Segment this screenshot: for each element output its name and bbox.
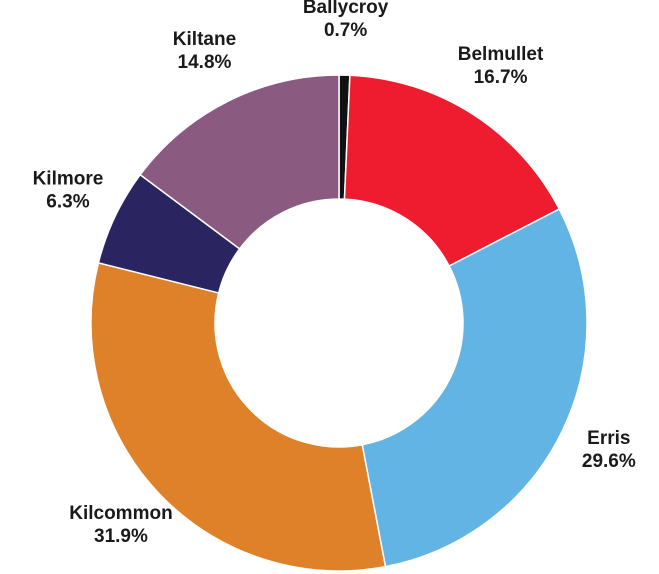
segment-label: Kiltane 14.8%	[173, 29, 236, 73]
segment-label: Erris 29.6%	[582, 428, 636, 472]
value-label: 0.7%	[324, 20, 367, 41]
segment-label: Ballycroy 0.7%	[303, 0, 389, 41]
segment-label: Kilcommon 31.9%	[69, 503, 172, 547]
donut-segment	[343, 74, 561, 268]
value-label: 29.6%	[582, 451, 636, 472]
segment-label: Belmullet 16.7%	[458, 44, 544, 88]
category-label: Belmullet	[458, 44, 544, 65]
category-label: Ballycroy	[303, 0, 389, 18]
segment-label: Kilmore 6.3%	[33, 168, 104, 212]
category-label: Kilmore	[33, 168, 104, 189]
donut-segment	[90, 261, 387, 572]
value-label: 14.8%	[178, 52, 232, 73]
category-label: Kilcommon	[69, 503, 172, 524]
value-label: 31.9%	[94, 526, 148, 547]
value-label: 16.7%	[474, 67, 528, 88]
category-label: Erris	[587, 428, 630, 449]
donut-segment	[361, 208, 588, 568]
value-label: 6.3%	[46, 191, 89, 212]
donut-segment	[139, 74, 340, 250]
category-label: Kiltane	[173, 29, 236, 50]
